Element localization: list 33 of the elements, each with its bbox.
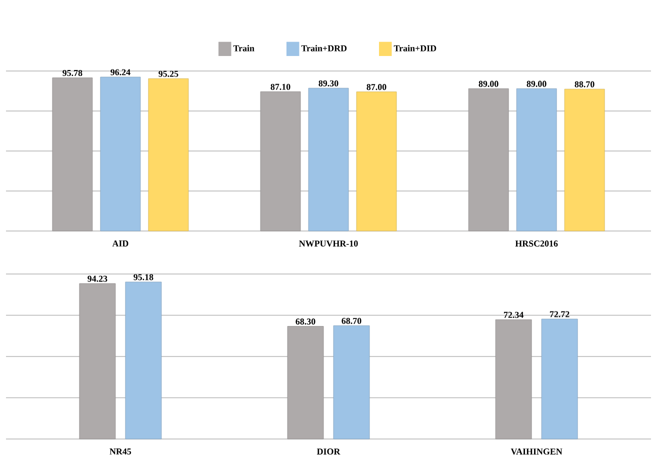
data-label: 89.00: [478, 80, 498, 87]
data-label: 68.70: [342, 318, 362, 324]
x-tick-label: NR45: [110, 448, 132, 455]
x-tick-label: NWPUVHR-10: [299, 240, 358, 247]
legend-label: Train+DRD: [301, 45, 347, 52]
data-label: 95.25: [158, 70, 178, 77]
data-label: 87.00: [366, 84, 386, 90]
x-tick-label: VAIHINGEN: [510, 448, 562, 455]
x-tick-label: DIOR: [316, 448, 340, 455]
x-tick-label: HRSC2016: [515, 240, 558, 247]
data-label: 89.30: [318, 80, 338, 86]
legend-label: Train+DID: [394, 45, 436, 52]
data-label: 94.23: [88, 276, 108, 282]
bar: [516, 88, 557, 232]
bar: [125, 282, 162, 440]
bar: [541, 318, 578, 440]
data-label: 72.34: [504, 312, 524, 318]
bar: [308, 88, 349, 232]
data-label: 68.30: [296, 318, 316, 325]
bar: [148, 78, 189, 232]
bar: [356, 92, 397, 232]
data-label: 95.18: [134, 274, 154, 280]
bar: [333, 325, 370, 440]
bar: [564, 88, 605, 232]
data-label: 96.24: [110, 69, 130, 76]
bar: [100, 76, 141, 232]
data-label: 87.10: [270, 84, 290, 90]
x-tick-label: AID: [112, 240, 128, 246]
legend-label: Train: [233, 45, 254, 52]
data-label: 89.00: [526, 80, 546, 87]
data-label: 88.70: [574, 81, 594, 88]
data-label: 95.78: [62, 70, 82, 76]
data-label: 72.72: [550, 311, 570, 318]
